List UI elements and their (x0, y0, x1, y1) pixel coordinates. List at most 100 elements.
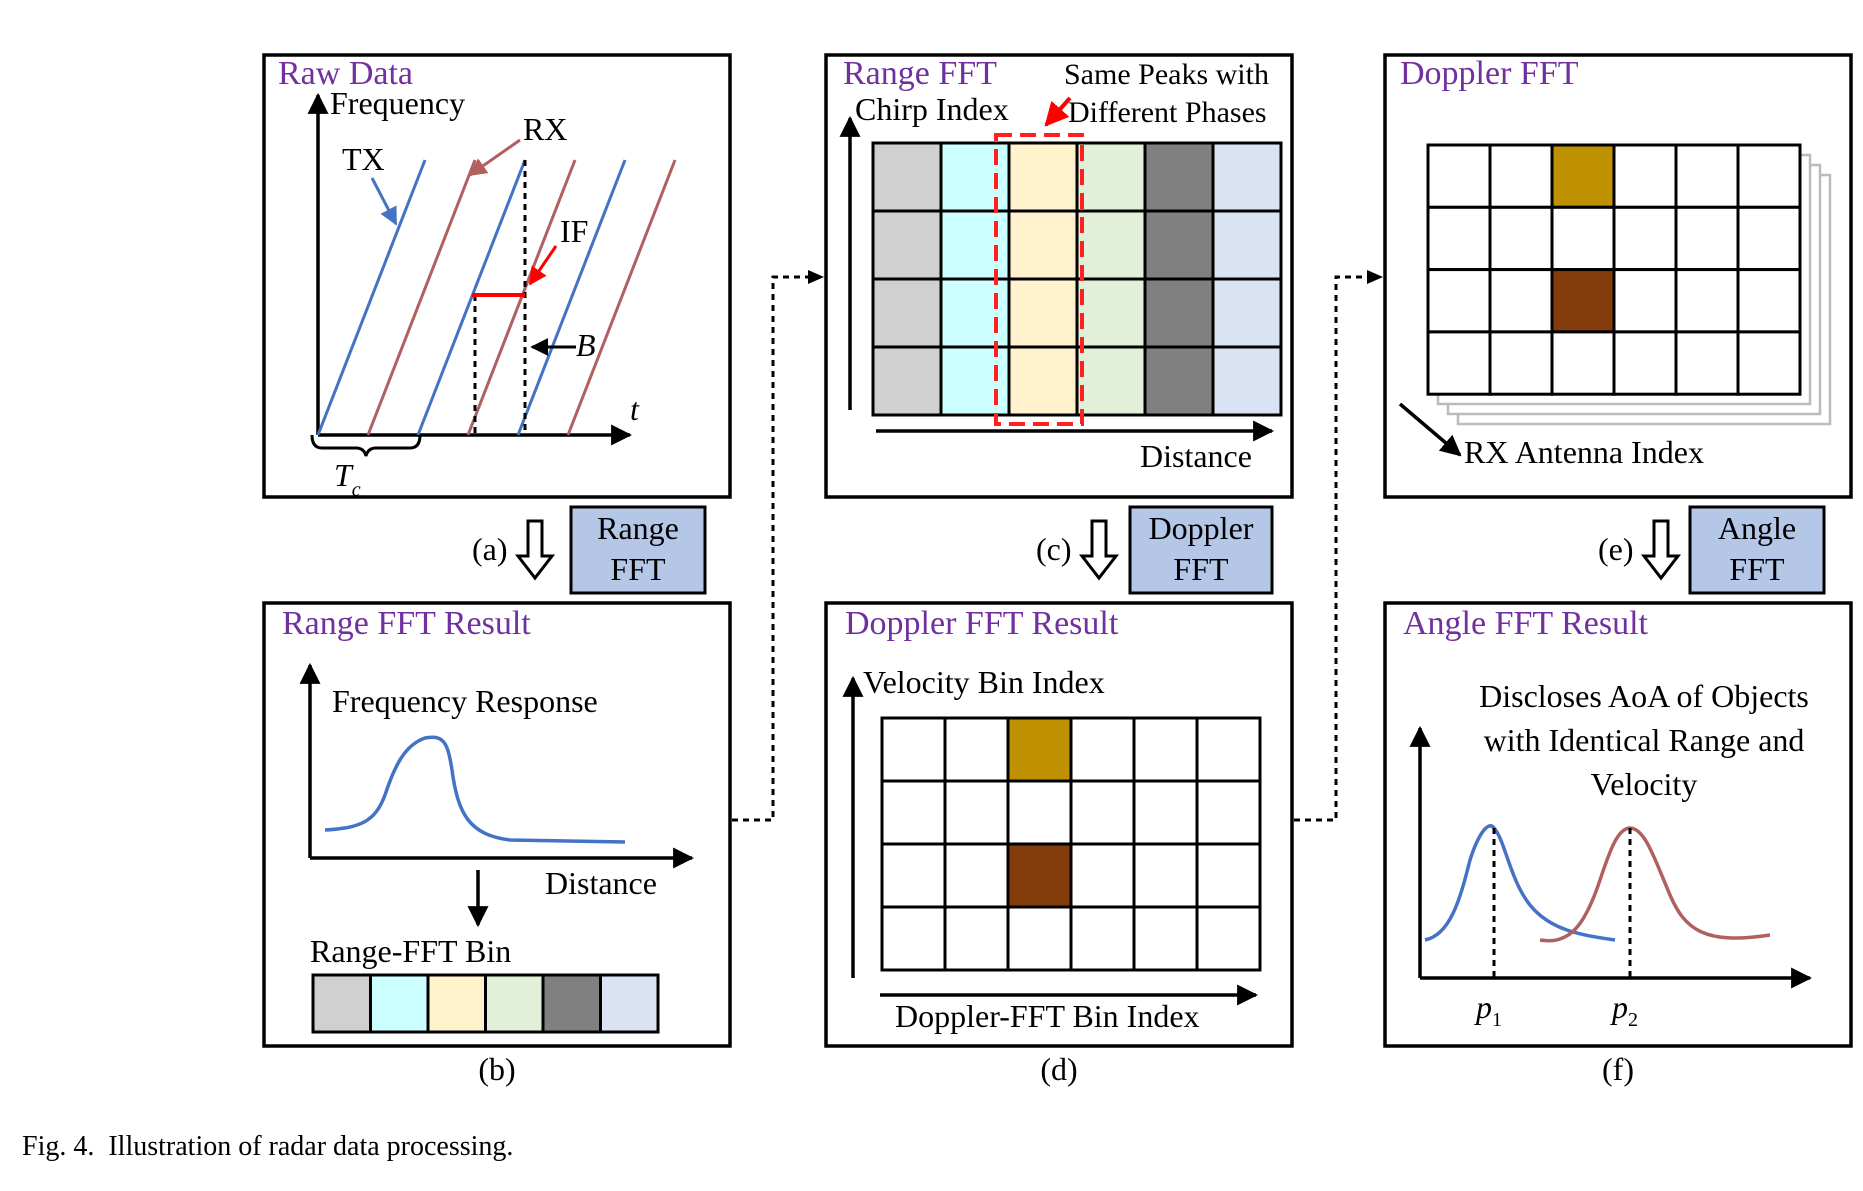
panel-a-frame (262, 53, 732, 499)
panel-a-y-label: Frequency (330, 85, 465, 121)
velocity-grid-cell (880, 905, 947, 972)
antenna-axis-label: RX Antenna Index (1464, 434, 1704, 470)
range-bin-cell (541, 973, 602, 1034)
doppler-grid-cell (1550, 143, 1616, 209)
doppler-grid-cell (1612, 330, 1678, 396)
if-arrow (528, 245, 558, 286)
range-grid-cell (1007, 209, 1079, 281)
doppler-grid-cell (1736, 143, 1802, 209)
antenna-axis-arrow (1398, 402, 1462, 457)
velocity-grid-cell (1132, 842, 1199, 909)
velocity-grid-cell (943, 842, 1010, 909)
doppler-grid-cell (1674, 268, 1740, 334)
same-peak-highlight (994, 133, 1084, 426)
panel-f-title: Angle FFT Result (1403, 605, 1649, 642)
range-grid-cell (939, 209, 1011, 281)
op-a-box (569, 505, 707, 595)
doppler-grid-cell (1550, 268, 1616, 334)
velocity-grid-cell (1195, 905, 1262, 972)
tx-chirp-3 (516, 159, 627, 436)
connector-d-to-e-head (1367, 270, 1383, 284)
velocity-grid-cell (943, 905, 1010, 972)
velocity-grid-cell (943, 716, 1010, 783)
panel-a-x-label: t (630, 391, 640, 427)
doppler-grid-cell (1736, 330, 1802, 396)
range-grid-cell (939, 141, 1011, 213)
velocity-grid-cell (1132, 905, 1199, 972)
range-grid-cell (1075, 277, 1147, 349)
range-grid-cell (1007, 345, 1079, 417)
tx-chirp-1 (316, 159, 427, 436)
range-grid-cell (1007, 141, 1079, 213)
rx-label: RX (523, 111, 567, 147)
range-grid-cell (1211, 277, 1283, 349)
doppler-grid-cell (1488, 205, 1554, 272)
range-grid-cell (1075, 345, 1147, 417)
panel-b-label: (b) (478, 1051, 515, 1087)
annotation-line2: Different Phases (1068, 96, 1267, 129)
range-bin-cell (484, 973, 545, 1034)
velocity-grid-cell (1069, 716, 1136, 783)
range-grid-cell (939, 345, 1011, 417)
panel-c-title: Range FFT (843, 55, 997, 92)
chirp-range-grid (871, 141, 1283, 417)
range-grid-cell (1143, 141, 1215, 213)
range-bin-label: Range-FFT Bin (310, 933, 511, 969)
range-grid-cell (1143, 277, 1215, 349)
range-grid-cell (1211, 209, 1283, 281)
connector-d-to-e (1294, 275, 1367, 822)
panel-d-label: (d) (1040, 1051, 1077, 1087)
doppler-grid (1426, 143, 1802, 396)
op-c-down-arrow (1078, 519, 1120, 581)
tx-chirp-2 (416, 159, 527, 436)
doppler-grid-cell (1550, 330, 1616, 396)
velocity-grid-cell (1132, 779, 1199, 846)
bandwidth-label: B (576, 327, 596, 363)
range-grid-cell (871, 345, 943, 417)
doppler-grid-cell (1612, 268, 1678, 334)
velocity-grid-cell (1069, 842, 1136, 909)
panel-b-title: Range FFT Result (282, 605, 531, 642)
range-bin-cell (369, 973, 430, 1034)
panel-a-title: Raw Data (278, 55, 413, 92)
doppler-grid-cell (1612, 143, 1678, 209)
range-bin-cell (599, 973, 660, 1034)
range-grid-cell (1211, 345, 1283, 417)
rx-chirp-3 (566, 159, 677, 436)
figure-caption: Fig. 4. Illustration of radar data proce… (22, 1131, 513, 1162)
range-grid-cell (1143, 345, 1215, 417)
op-e-box (1688, 505, 1826, 595)
op-e-line1: Angle (1718, 510, 1796, 546)
panel-f-frame (1383, 601, 1853, 1048)
doppler-grid-cell (1488, 268, 1554, 334)
if-label: IF (560, 213, 588, 249)
op-a-line2: FFT (610, 551, 666, 587)
panel-raw-data: Raw Data Frequency t TX RX IF B Tc (262, 53, 732, 501)
p2-label: p2 (1610, 989, 1638, 1031)
op-c-line1: Doppler (1149, 510, 1254, 546)
panel-d-title: Doppler FFT Result (845, 605, 1119, 642)
panel-doppler-fft-result: Doppler FFT Result Velocity Bin Index Do… (824, 601, 1294, 1048)
velocity-grid-cell (1006, 905, 1073, 972)
panel-range-fft-result: Range FFT Result Frequency Response Dist… (262, 601, 732, 1048)
doppler-grid-cell (1426, 330, 1492, 396)
panel-b-frame (262, 601, 732, 1048)
velocity-grid-cell (1195, 716, 1262, 783)
panel-d-x-label: Doppler-FFT Bin Index (895, 998, 1200, 1034)
range-grid-cell (1007, 277, 1079, 349)
op-range-fft: (a) Range FFT (472, 505, 707, 595)
velocity-grid-cell (880, 842, 947, 909)
chirp-period-brace (310, 434, 422, 457)
annotation-arrow (1044, 96, 1072, 127)
op-e-down-arrow (1640, 519, 1682, 581)
doppler-grid-cell (1736, 205, 1802, 272)
velocity-grid-cell (880, 779, 947, 846)
aoa-text-line2: with Identical Range and (1484, 722, 1805, 758)
aoa-text-line1: Discloses AoA of Objects (1479, 678, 1809, 714)
range-bin-cell (426, 973, 487, 1034)
panel-c-x-label: Distance (1140, 438, 1252, 474)
doppler-grid-cell (1674, 205, 1740, 272)
velocity-grid-cell (943, 779, 1010, 846)
range-grid-cell (939, 277, 1011, 349)
